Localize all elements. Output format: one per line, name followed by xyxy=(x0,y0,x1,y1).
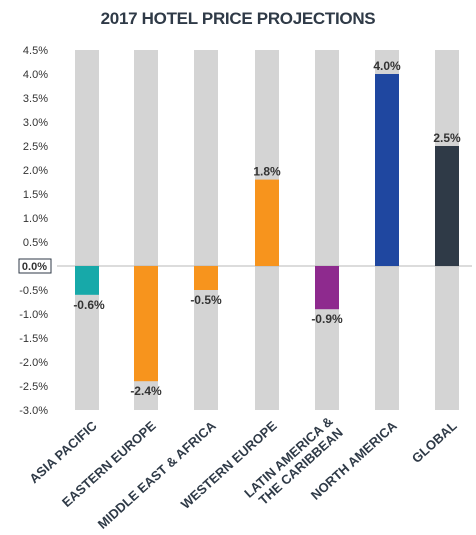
category-label-line: GLOBAL xyxy=(409,418,460,466)
y-tick-label: 1.0% xyxy=(23,213,48,225)
data-label: 1.8% xyxy=(253,165,281,179)
bar xyxy=(435,146,459,266)
y-tick-label: -0.5% xyxy=(19,285,48,297)
y-tick-label: 4.5% xyxy=(23,45,48,57)
y-tick-label: 2.5% xyxy=(23,141,48,153)
y-tick-label: 4.0% xyxy=(23,69,48,81)
data-label: -0.6% xyxy=(73,298,105,312)
y-tick-label: -2.0% xyxy=(19,357,48,369)
chart-title: 2017 HOTEL PRICE PROJECTIONS xyxy=(101,9,376,28)
bar-background xyxy=(315,50,339,410)
bar xyxy=(75,266,99,295)
category-label: GLOBAL xyxy=(409,418,460,466)
y-tick-label: -1.0% xyxy=(19,309,48,321)
y-tick-label: -3.0% xyxy=(19,405,48,417)
y-tick-label: -1.5% xyxy=(19,333,48,345)
data-label: -0.5% xyxy=(190,293,222,307)
data-label: -0.9% xyxy=(311,312,343,326)
y-tick-label: 0.5% xyxy=(23,237,48,249)
plot-area: 4.5% 4.0% 3.5% 3.0% 2.5% 2.0% 1.5% 1.0% 0.5% 0.0%… xyxy=(18,45,472,532)
bar-background xyxy=(75,50,99,410)
y-tick-label: 3.5% xyxy=(23,93,48,105)
bar xyxy=(315,266,339,310)
y-tick-zero-box xyxy=(18,258,52,274)
category-label: MIDDLE EAST & AFRICA xyxy=(95,418,219,532)
category-label-line: MIDDLE EAST & AFRICA xyxy=(95,418,219,532)
bar xyxy=(134,266,158,382)
y-tick-label: 1.5% xyxy=(23,189,48,201)
y-tick-label: 0.0% xyxy=(22,261,47,273)
bar xyxy=(375,74,399,266)
bar-background xyxy=(194,50,218,410)
y-tick-label: -2.5% xyxy=(19,381,48,393)
data-label: 4.0% xyxy=(373,59,401,73)
bar xyxy=(194,266,218,290)
y-tick-label: 3.0% xyxy=(23,117,48,129)
y-tick-label: 2.0% xyxy=(23,165,48,177)
bar xyxy=(255,179,279,266)
data-label: -2.4% xyxy=(130,384,162,398)
data-label: 2.5% xyxy=(433,131,461,145)
